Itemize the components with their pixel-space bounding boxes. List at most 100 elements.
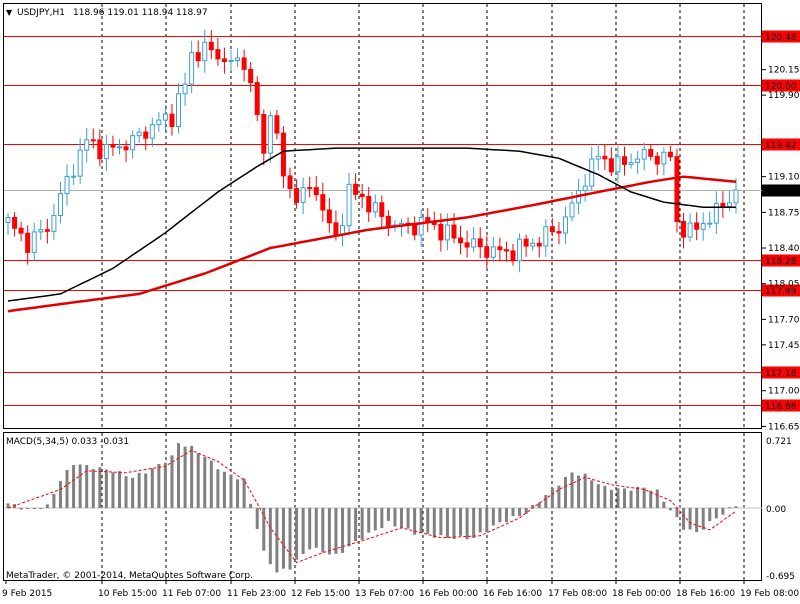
macd-bar [72, 464, 76, 508]
price-tick-label: 117.70 [768, 315, 800, 325]
candle-body [169, 113, 175, 128]
candle-body [385, 215, 391, 227]
macd-bar [301, 508, 305, 554]
horizontal-levels: 120.48 120.00 119.42 118.28 117.99 117.18 116.… [4, 30, 800, 412]
macd-bar [386, 508, 390, 521]
candle-body [543, 226, 549, 247]
candle-body [497, 246, 503, 251]
macd-bar [623, 488, 627, 508]
candle-body [221, 58, 227, 62]
macd-bar [295, 508, 299, 560]
macd-bar [596, 484, 600, 508]
macd-bar [19, 508, 23, 510]
macd-bar [111, 472, 115, 508]
candle-body [182, 83, 188, 95]
candle-body [615, 156, 621, 173]
candle-body [162, 113, 168, 121]
time-tick-label: 16 Feb 00:00 [419, 589, 478, 599]
macd-bar [419, 508, 423, 534]
macd-bar [557, 485, 561, 508]
candle-body [608, 158, 614, 173]
macd-bar [491, 508, 495, 526]
candle-body [254, 82, 260, 115]
candle-body [595, 155, 601, 160]
candle-body [25, 232, 31, 253]
price-tick-label: 117.00 [768, 387, 800, 397]
candle-body [97, 139, 103, 160]
candle-body [248, 68, 254, 84]
time-tick-label: 11 Feb 23:00 [227, 589, 286, 599]
candle-body [333, 222, 339, 235]
candle-body [57, 193, 63, 217]
symbol-label: USDJPY,H1 [17, 8, 65, 18]
candle-body [654, 155, 660, 165]
macd-signal-line [7, 449, 737, 564]
candle-body [38, 229, 44, 233]
candle-body [103, 143, 109, 160]
macd-bar [52, 493, 56, 508]
ohlc-values: 118.96 119.01 118.94 118.97 [73, 8, 208, 18]
macd-bar [6, 503, 10, 508]
macd-bar [636, 486, 640, 508]
price-tick-label: 118.40 [768, 244, 800, 254]
macd-bar [734, 506, 738, 508]
level-label-bg [762, 254, 800, 267]
candle-body [326, 209, 332, 224]
time-tick-label: 12 Feb 15:00 [291, 589, 350, 599]
macd-bar [78, 464, 82, 508]
macd-bar [131, 477, 135, 508]
dropdown-arrow[interactable]: ▼ [6, 8, 13, 17]
candle-body [379, 202, 385, 217]
candle-body [116, 146, 122, 149]
macd-bar [380, 508, 384, 529]
candle-body [700, 223, 706, 230]
candle-body [713, 202, 719, 224]
time-tick-label: 18 Feb 16:00 [676, 589, 735, 599]
time-tick-label: 9 Feb 2015 [2, 589, 52, 599]
price-tick-label: 119.10 [768, 173, 800, 183]
macd-bar [537, 502, 541, 508]
candle-body [648, 149, 654, 157]
macd-bar [485, 508, 489, 533]
macd-bar [714, 508, 718, 519]
candle-body [156, 119, 162, 126]
macd-bar [393, 508, 397, 527]
candle-body [287, 175, 293, 190]
candle-body [582, 185, 588, 192]
macd-histogram [4, 443, 762, 573]
macd-bar [327, 508, 331, 555]
macd-bar [104, 469, 108, 508]
macd-bar [695, 508, 699, 533]
macd-bar [478, 508, 482, 533]
candle-body [372, 202, 378, 213]
current-price-bg [762, 184, 800, 197]
macd-pane-frame [3, 432, 762, 581]
candle-body [5, 216, 11, 224]
candle-body [77, 149, 83, 177]
time-tick-label: 16 Feb 16:00 [483, 589, 542, 599]
candle-body [503, 249, 509, 252]
candle-body [536, 242, 542, 247]
price-tick-label: 118.75 [768, 208, 800, 218]
macd-bar [367, 508, 371, 533]
level-label-bg [762, 138, 800, 151]
candle-body [71, 175, 77, 178]
candle-body [556, 231, 562, 234]
macd-bar [504, 508, 508, 523]
candle-body [280, 132, 286, 177]
level-label-bg [762, 79, 800, 92]
candle-body [136, 131, 142, 137]
macd-bar [58, 480, 62, 508]
macd-bar [511, 508, 515, 517]
macd-bar [190, 445, 194, 508]
candle-body [674, 156, 680, 223]
macd-zero-tick: 0.00 [766, 505, 786, 515]
macd-bar [472, 508, 476, 538]
macd-bar [452, 508, 456, 540]
candle-body [31, 231, 37, 253]
macd-bar [544, 495, 548, 508]
macd-bar [203, 457, 207, 508]
candle-body [523, 238, 529, 247]
candle-body [549, 226, 555, 233]
